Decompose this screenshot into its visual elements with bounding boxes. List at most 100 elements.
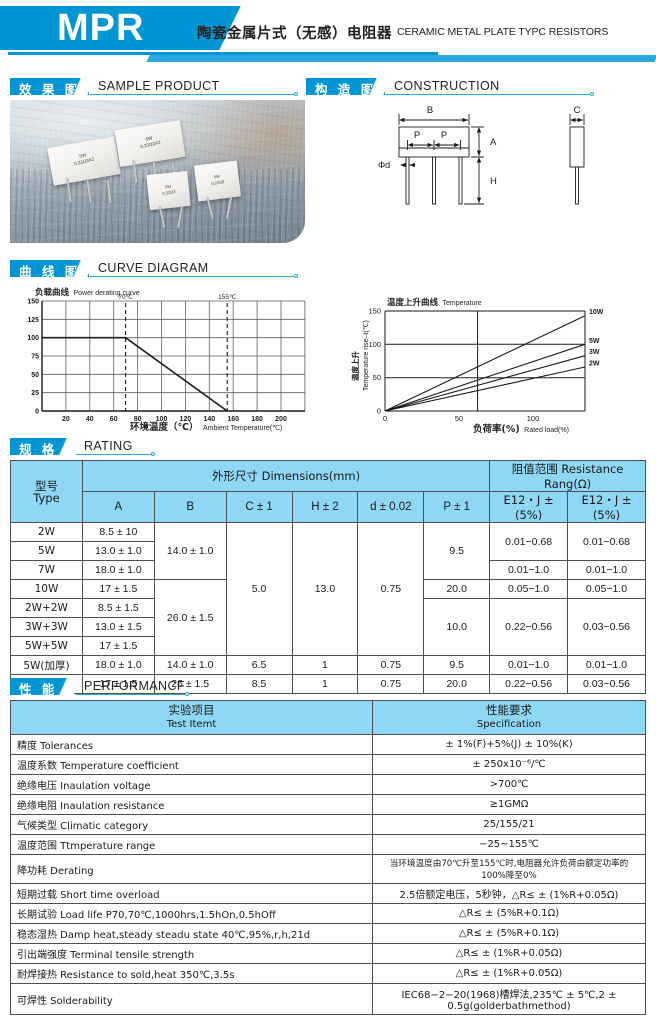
cell-a: 18.0 ± 1.0	[81, 560, 155, 580]
cell-test-item: 温度范围 Ttmperature range	[10, 834, 373, 855]
cell-test-item: 引出端强度 Terminal tensile strength	[10, 943, 373, 964]
x-tick-label: 50	[455, 414, 463, 423]
series-derating	[42, 336, 228, 412]
table-row: 绝缘电阻 Inaulation resistance ≥1GMΩ	[10, 794, 647, 815]
x-tick-label: 140	[203, 416, 215, 423]
table-row: 绝缘电压 Inaulation voltage >700℃	[10, 774, 647, 795]
cell-b: 14.0 ± 1.0	[153, 655, 227, 675]
temperature-rise-svg: 10W 5W 3W 2W 150 100 50 0 0 50 100 温度上升 …	[350, 307, 604, 424]
x-tick-label: 20	[62, 416, 70, 423]
banner-rule-slanted	[146, 55, 656, 62]
cell-h: 1	[291, 655, 359, 675]
brand-logo: MPR	[57, 7, 145, 49]
section-end-dot	[151, 452, 155, 456]
section-label-rating-en: RATING	[84, 439, 133, 453]
x-tick-label: 40	[86, 416, 94, 423]
table-row: 短期过载 Short time overload 2.5倍额定电压，5秒钟，△R≤…	[10, 883, 647, 904]
y-tick-label: 75	[31, 354, 39, 361]
legend-label-2w: 2W	[589, 361, 600, 368]
section-end-dot	[294, 274, 298, 278]
cell-test-item: 可焊性 Solderability	[10, 983, 373, 1015]
cell-c: 6.5	[225, 655, 293, 675]
section-heading-sample: 效 果 图 SAMPLE PRODUCT	[10, 78, 302, 97]
series-3w	[384, 355, 586, 412]
x-tick-label: 60	[110, 416, 118, 423]
header-col-c: C ± 1	[225, 491, 293, 523]
cell-spec: △R≤ ± (5%R+0.1Ω)	[371, 923, 647, 944]
cell-spec: >700℃	[371, 774, 647, 795]
cell-spec: −25~155℃	[371, 834, 647, 855]
cell-a: 17 ± 1.5	[81, 636, 155, 656]
header-type: 型号 Type	[10, 460, 83, 523]
y-tick-label: 125	[27, 317, 39, 324]
sample-product-photo: 5W 0.22Ω3X2 5W 0.22Ω3X2 5W 0.22Ω3 5W 0.2…	[10, 100, 305, 243]
chart2-ylabel-en: Temperature rise–t(℃)	[363, 320, 370, 391]
x-tick-label: 160	[227, 416, 239, 423]
cell-spec: ≥1GMΩ	[371, 794, 647, 815]
chart-power-derating: 负载曲线 Power derating curve	[10, 282, 330, 433]
resistor-body: 5W 0.22Ω3	[193, 160, 242, 202]
cell-spec: ± 1%(F)+5%(J) ± 10%(K)	[371, 734, 647, 755]
y-tick-label: 0	[35, 409, 39, 416]
cell-b: 26.0 ± 1.5	[153, 579, 227, 656]
dimension-label-b: B	[427, 105, 433, 116]
cell-e12-b: 0.03−0.56	[567, 598, 646, 656]
chart2-xlabel-en: Rated load(%)	[524, 427, 569, 434]
section-label-performance-en: PERFORMANCF	[84, 679, 185, 693]
cell-type: 2W+2W	[10, 598, 83, 618]
cell-a: 8.5 ± 1.5	[81, 598, 155, 618]
x-tick-label: 120	[180, 416, 192, 423]
table-row: 引出端强度 Terminal tensile strength △R≤ ± (1%…	[10, 943, 647, 964]
cell-a: 18.0 ± 1.0	[81, 655, 155, 675]
x-tick-label: 100	[527, 414, 540, 423]
cell-type: 3W+3W	[10, 617, 83, 637]
chart2-xlabel-cn: 负荷率(%)	[473, 424, 520, 435]
header-col-e12-a: E12・J ±(5%)	[489, 491, 569, 523]
table-row: 温度范围 Ttmperature range −25~155℃	[10, 834, 647, 855]
chart-temperature-rise: 温度上升曲线 Temperature 10W 5W 3W 2W 150 1	[345, 292, 650, 437]
table-row: 5W+5W 17 ± 1.5	[10, 636, 646, 656]
header-col-a: A	[81, 491, 155, 523]
section-end-dot	[185, 692, 189, 696]
resistor-value-label: 0.22Ω3X2	[73, 156, 95, 167]
y-tick-label: 0	[377, 407, 381, 416]
chart-xlabel-en: Ambient Temperature(℃)	[202, 425, 283, 432]
construction-drawing: B A P P H C Φd	[372, 100, 650, 240]
banner-title-en: CERAMIC METAL PLATE TYPC RESISTORS	[397, 26, 609, 38]
table-row: 5W(加厚) 18.0 ± 1.0 14.0 ± 1.0 6.5 1 0.75 …	[10, 655, 646, 675]
y-tick-label: 100	[27, 335, 39, 342]
dimension-label-p1: P	[414, 130, 420, 141]
x-tick-label: 100	[156, 416, 168, 423]
performance-table: 实验项目 Test Itemt 性能要求 Specification 精度 To…	[10, 700, 647, 1015]
performance-header-row: 实验项目 Test Itemt 性能要求 Specification	[10, 700, 647, 735]
cell-a: 17 ± 1.5	[81, 579, 155, 599]
table-row: 温度系数 Temperature coefficient ± 250x10⁻⁶/℃	[10, 754, 647, 775]
rating-header-row-2: A B C ± 1 H ± 2 d ± 0.02 P ± 1 E12・J ±(5…	[11, 491, 646, 523]
cell-e12-a: 0.05−1.0	[489, 579, 569, 599]
banner-title-cn: 陶瓷金属片式（无感）电阻器	[197, 26, 392, 42]
dimension-label-phi-d: Φd	[378, 160, 390, 170]
table-row: 耐焊接热 Resistance to sold,heat 350℃,3.5s △R…	[10, 963, 647, 984]
header-test-item: 实验项目 Test Itemt	[10, 700, 373, 735]
y-tick-label: 150	[27, 299, 39, 306]
construction-svg: B A P P H C Φd	[378, 105, 585, 205]
cell-e12-a: 0.01−0.68	[489, 522, 569, 561]
cell-type: 5W	[10, 541, 83, 561]
cell-test-item: 绝缘电压 Inaulation voltage	[10, 774, 373, 795]
header-resistance-range: 阻值范围 Resistance Rang(Ω)	[489, 460, 646, 492]
cell-h: 13.0	[291, 522, 359, 656]
chart-title-en: Power derating curve	[73, 290, 140, 297]
cell-test-item: 耐焊接热 Resistance to sold,heat 350℃,3.5s	[10, 963, 373, 984]
rating-header-row-1: 型号 Type 外形尺寸 Dimensions(mm) 阻值范围 Resista…	[10, 460, 646, 523]
table-row: 2W+2W 8.5 ± 1.5 10.0 0.22−0.56 0.03−0.56	[10, 598, 646, 656]
dimension-label-p2: P	[441, 130, 447, 141]
resistor-value-label: 0.22Ω3X2	[139, 139, 161, 149]
cell-c: 8.5	[225, 674, 293, 694]
header-specification: 性能要求 Specification	[371, 700, 647, 735]
cell-p: 9.5	[423, 655, 491, 675]
cell-e12-b: 0.03−0.56	[567, 674, 646, 694]
section-heading-rating: 规 格 RATING	[10, 438, 302, 457]
cell-spec: △R≤ ± (1%R+0.05Ω)	[371, 943, 647, 964]
cell-c: 5.0	[225, 522, 293, 656]
section-underline	[90, 94, 295, 96]
